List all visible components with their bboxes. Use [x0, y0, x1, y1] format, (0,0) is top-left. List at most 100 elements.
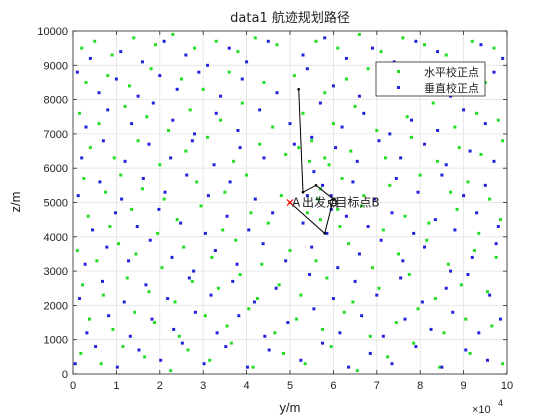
horizontal-correction-point [433, 297, 437, 301]
legend-box [375, 61, 486, 97]
route-waypoint [301, 190, 305, 194]
vertical-correction-point [262, 156, 266, 160]
vertical-correction-point [288, 122, 292, 126]
horizontal-correction-point [410, 135, 414, 139]
vertical-correction-point [444, 163, 448, 167]
vertical-correction-point [261, 242, 265, 246]
y-tick-label: 10000 [37, 26, 68, 38]
vertical-correction-point [158, 74, 162, 78]
vertical-correction-point [128, 334, 132, 338]
vertical-correction-point [224, 345, 228, 349]
horizontal-correction-point [223, 190, 227, 194]
vertical-correction-point [312, 170, 316, 174]
vertical-correction-point [414, 345, 418, 349]
vertical-correction-point [355, 159, 359, 163]
vertical-correction-point [172, 327, 176, 331]
horizontal-correction-point [488, 197, 492, 201]
vertical-correction-point [492, 159, 496, 163]
vertical-correction-point [379, 238, 383, 242]
vertical-correction-point [357, 94, 361, 98]
horizontal-correction-point [99, 362, 103, 366]
vertical-correction-point [483, 122, 487, 126]
horizontal-correction-point [405, 115, 409, 119]
horizontal-correction-point [383, 156, 387, 160]
horizontal-correction-point [160, 266, 164, 270]
horizontal-correction-point [342, 310, 346, 314]
x-tick-label: 10 [501, 380, 513, 392]
horizontal-correction-point [279, 194, 283, 198]
vertical-correction-point [203, 231, 207, 235]
vertical-correction-point [114, 77, 118, 81]
vertical-correction-point [373, 197, 377, 201]
vertical-correction-point [305, 67, 309, 71]
vertical-correction-point [488, 293, 492, 297]
x-tick-label: 2 [157, 380, 163, 392]
horizontal-correction-point [173, 300, 177, 304]
vertical-correction-point [360, 314, 364, 318]
vertical-correction-point [78, 297, 82, 301]
horizontal-correction-point [177, 334, 181, 338]
vertical-correction-point [453, 228, 457, 232]
horizontal-correction-point [316, 197, 320, 201]
target-marker [329, 198, 338, 207]
vertical-correction-point [252, 300, 256, 304]
vertical-correction-point [193, 310, 197, 314]
vertical-correction-point [238, 146, 242, 150]
x-tick-label: 3 [200, 380, 206, 392]
horizontal-correction-point [444, 53, 448, 57]
vertical-correction-point [75, 70, 79, 74]
vertical-correction-point [106, 108, 110, 112]
vertical-correction-point [137, 348, 141, 352]
horizontal-correction-point [314, 39, 318, 43]
vertical-correction-point [245, 60, 249, 64]
horizontal-correction-point [203, 314, 207, 318]
horizontal-correction-point [166, 128, 170, 132]
horizontal-correction-point [394, 321, 398, 325]
horizontal-correction-point [292, 74, 296, 78]
vertical-correction-point [275, 91, 279, 95]
vertical-correction-point [162, 39, 166, 43]
vertical-correction-point [274, 286, 278, 290]
horizontal-correction-point [80, 46, 84, 50]
vertical-correction-point [331, 297, 335, 301]
horizontal-correction-point [368, 334, 372, 338]
horizontal-correction-point [496, 118, 500, 122]
horizontal-correction-point [133, 310, 137, 314]
horizontal-correction-point [229, 341, 233, 345]
vertical-correction-point [115, 365, 119, 369]
horizontal-correction-point [82, 176, 86, 180]
vertical-correction-point [193, 132, 197, 136]
vertical-correction-point [338, 331, 342, 335]
horizontal-correction-point [236, 50, 240, 54]
vertical-correction-point [184, 53, 188, 57]
vertical-correction-point [475, 211, 479, 215]
legend-label-horizontal: 水平校正点 [424, 65, 479, 79]
horizontal-correction-point [295, 317, 299, 321]
vertical-correction-point [147, 142, 151, 146]
horizontal-correction-point [475, 111, 479, 115]
vertical-correction-point [187, 276, 191, 280]
horizontal-correction-point [457, 146, 461, 150]
vertical-correction-point [123, 159, 127, 163]
vertical-correction-point [336, 266, 340, 270]
vertical-correction-point [388, 132, 392, 136]
vertical-correction-point [247, 228, 251, 232]
horizontal-correction-point [349, 149, 353, 153]
x-tick-label: 0 [70, 380, 76, 392]
vertical-correction-point [492, 70, 496, 74]
horizontal-correction-point [117, 242, 121, 246]
horizontal-correction-point [147, 290, 151, 294]
vertical-correction-point [390, 362, 394, 366]
horizontal-correction-point [494, 255, 498, 259]
vertical-correction-point [436, 50, 440, 54]
vertical-correction-point [135, 225, 139, 229]
horizontal-correction-point [453, 125, 457, 129]
vertical-correction-point [235, 262, 239, 266]
horizontal-correction-point [125, 276, 129, 280]
vertical-correction-point [122, 300, 126, 304]
x-axis-label: y/m [280, 400, 301, 415]
y-tick-label: 1000 [44, 335, 68, 347]
vertical-correction-point [321, 183, 325, 187]
vertical-correction-point [351, 180, 355, 184]
